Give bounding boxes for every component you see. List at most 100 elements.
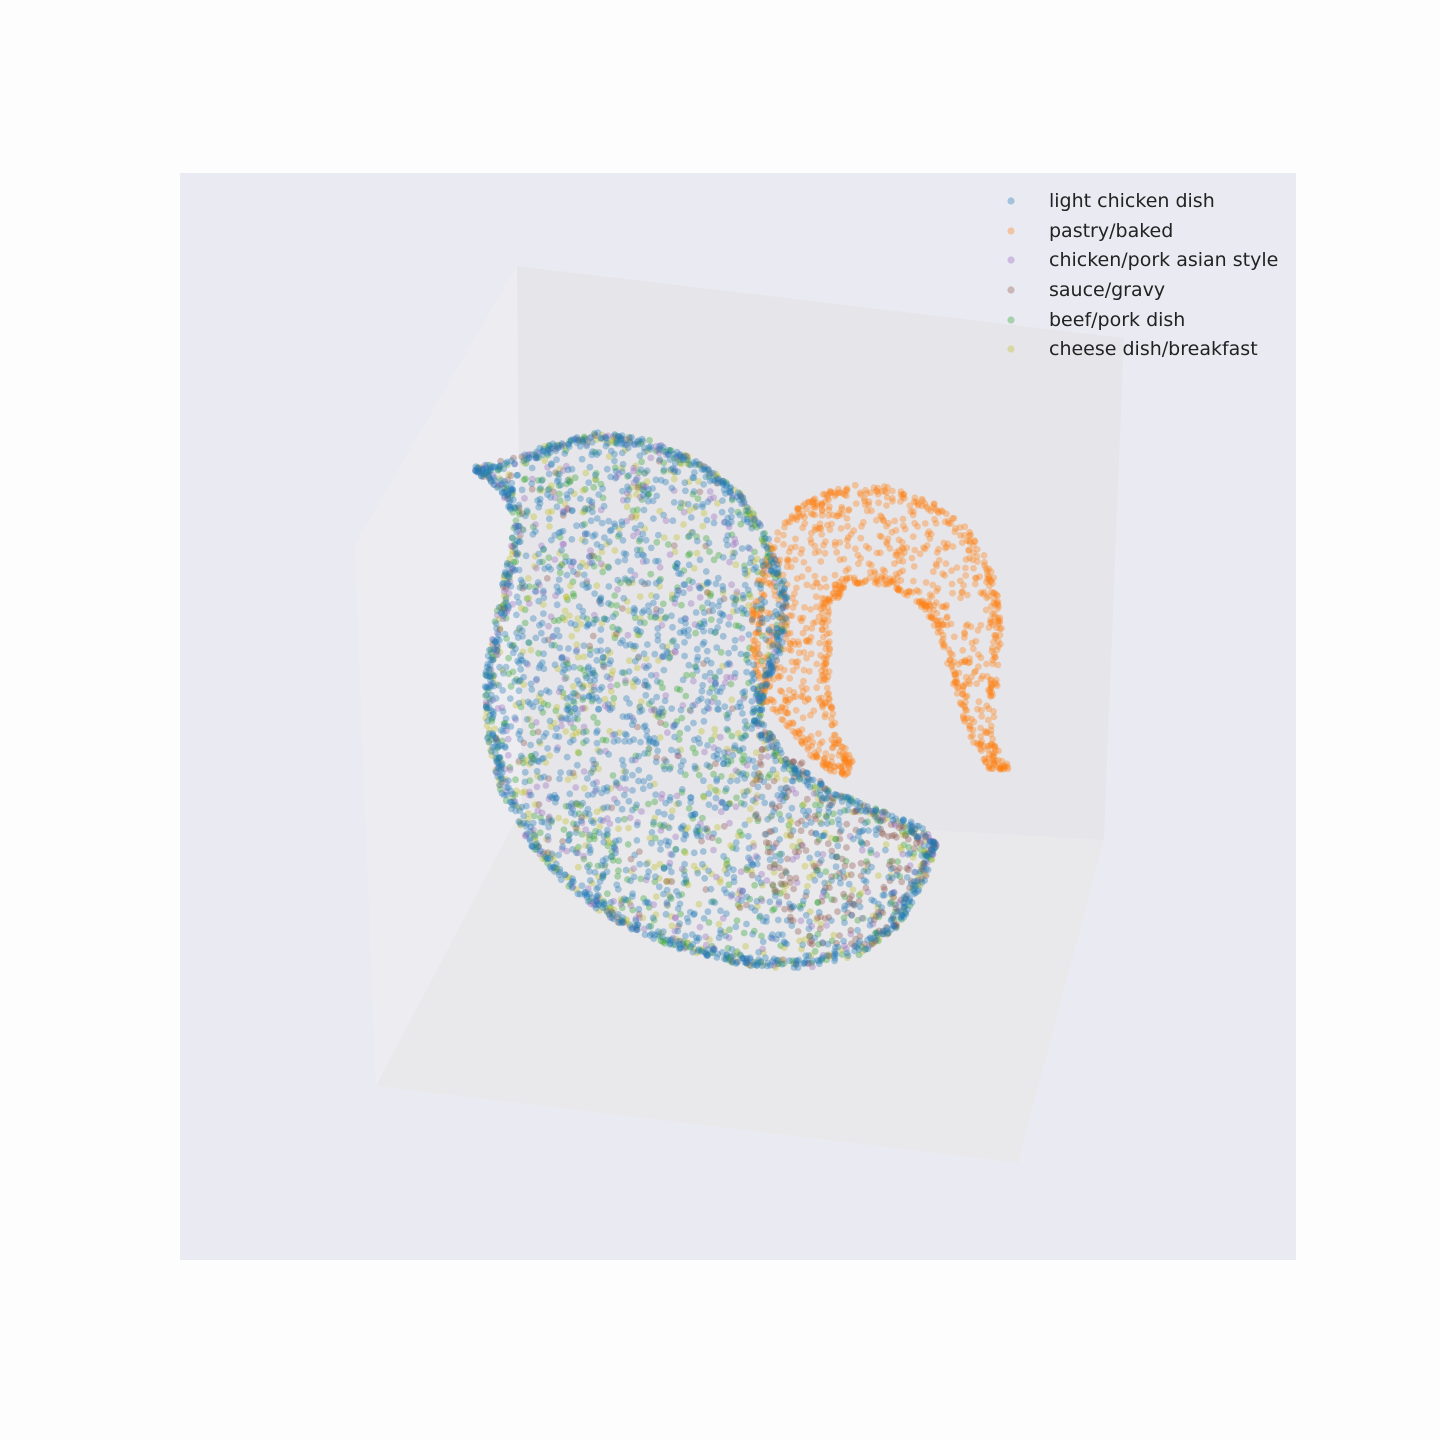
scatter-point [823,820,831,827]
scatter-point [818,956,826,964]
scatter-point [779,579,786,586]
scatter-point [993,624,1000,631]
scatter-point [591,672,599,679]
scatter-point [759,562,767,570]
scatter-point [783,869,790,877]
scatter-point [763,671,770,678]
scatter-point [657,679,664,687]
scatter-point [807,536,814,543]
scatter-point [733,607,741,614]
scatter-point [537,484,544,492]
scatter-point [648,839,655,847]
scatter-point [696,460,704,468]
scatter-point [650,818,657,826]
scatter-point [636,593,644,600]
scatter-point [710,556,718,564]
scatter-point [503,461,511,468]
scatter-point [619,537,627,544]
scatter-point [683,453,691,460]
scatter-point [786,629,794,637]
scatter-point [747,962,755,970]
scatter-point [502,614,510,622]
scatter-point [607,899,615,906]
scatter-point [689,815,697,822]
scatter-point [531,552,539,560]
scatter-point [881,567,889,575]
scatter-point [889,487,896,495]
scatter-point [916,882,924,889]
scatter-point [798,759,806,767]
scatter-point [680,508,688,516]
scatter-point [519,453,526,461]
scatter-point [708,601,716,609]
scatter-point [903,874,911,881]
scatter-point [651,798,659,806]
scatter-point [581,530,589,538]
scatter-point [741,570,749,577]
scatter-point [582,469,590,477]
scatter-point [944,540,952,548]
scatter-point [752,692,760,700]
scatter-point [740,929,748,937]
scatter-point [727,842,735,850]
scatter-point [668,746,675,754]
scatter-point [747,554,755,562]
scatter-point [622,436,629,443]
scatter-point [760,538,768,545]
scatter-point [758,657,766,665]
scatter-point [841,902,849,910]
scatter-point [754,817,762,825]
scatter-point [661,534,668,541]
scatter-point [671,721,679,729]
scatter-point [590,713,597,721]
scatter-point [554,665,562,673]
scatter-point [822,538,829,546]
scatter-point [625,492,633,500]
scatter-point [669,595,676,603]
scatter-point [653,893,660,900]
scatter-point [651,650,659,658]
scatter-point [823,922,830,929]
scatter-point [495,603,503,611]
scatter-point [928,856,936,864]
scatter-point [561,450,569,457]
scatter-point [794,843,802,851]
scatter-point [489,472,497,479]
scatter-point [805,952,812,959]
scatter-point [921,849,929,857]
scatter-point [662,613,670,621]
scatter-point [738,595,746,603]
scatter-point [824,840,832,848]
scatter-point [828,877,835,884]
scatter-point [661,939,669,947]
scatter-point [611,547,619,554]
scatter-point [655,449,663,457]
left-pane [355,266,522,1086]
scatter-point [788,777,796,785]
scatter-point [769,906,776,914]
scatter-point [771,750,778,757]
scatter-point [540,700,548,707]
scatter-point [817,955,825,963]
scatter-point [509,509,517,516]
scatter-point [708,698,716,706]
scatter-point [659,652,667,660]
scatter-point [933,587,940,595]
scatter-point [761,683,769,691]
scatter-point [803,795,811,803]
scatter-point [690,862,698,870]
scatter-point [538,619,546,627]
scatter-point [623,916,630,923]
scatter-point [728,581,735,589]
scatter-point [779,589,787,596]
scatter-point [685,632,692,640]
scatter-point [640,552,648,560]
scatter-point [926,853,933,860]
scatter-point [803,736,811,744]
scatter-point [765,660,772,668]
scatter-point [615,836,623,844]
scatter-point [601,861,609,869]
scatter-point [679,822,687,830]
scatter-point [624,473,631,480]
scatter-point [707,592,714,600]
